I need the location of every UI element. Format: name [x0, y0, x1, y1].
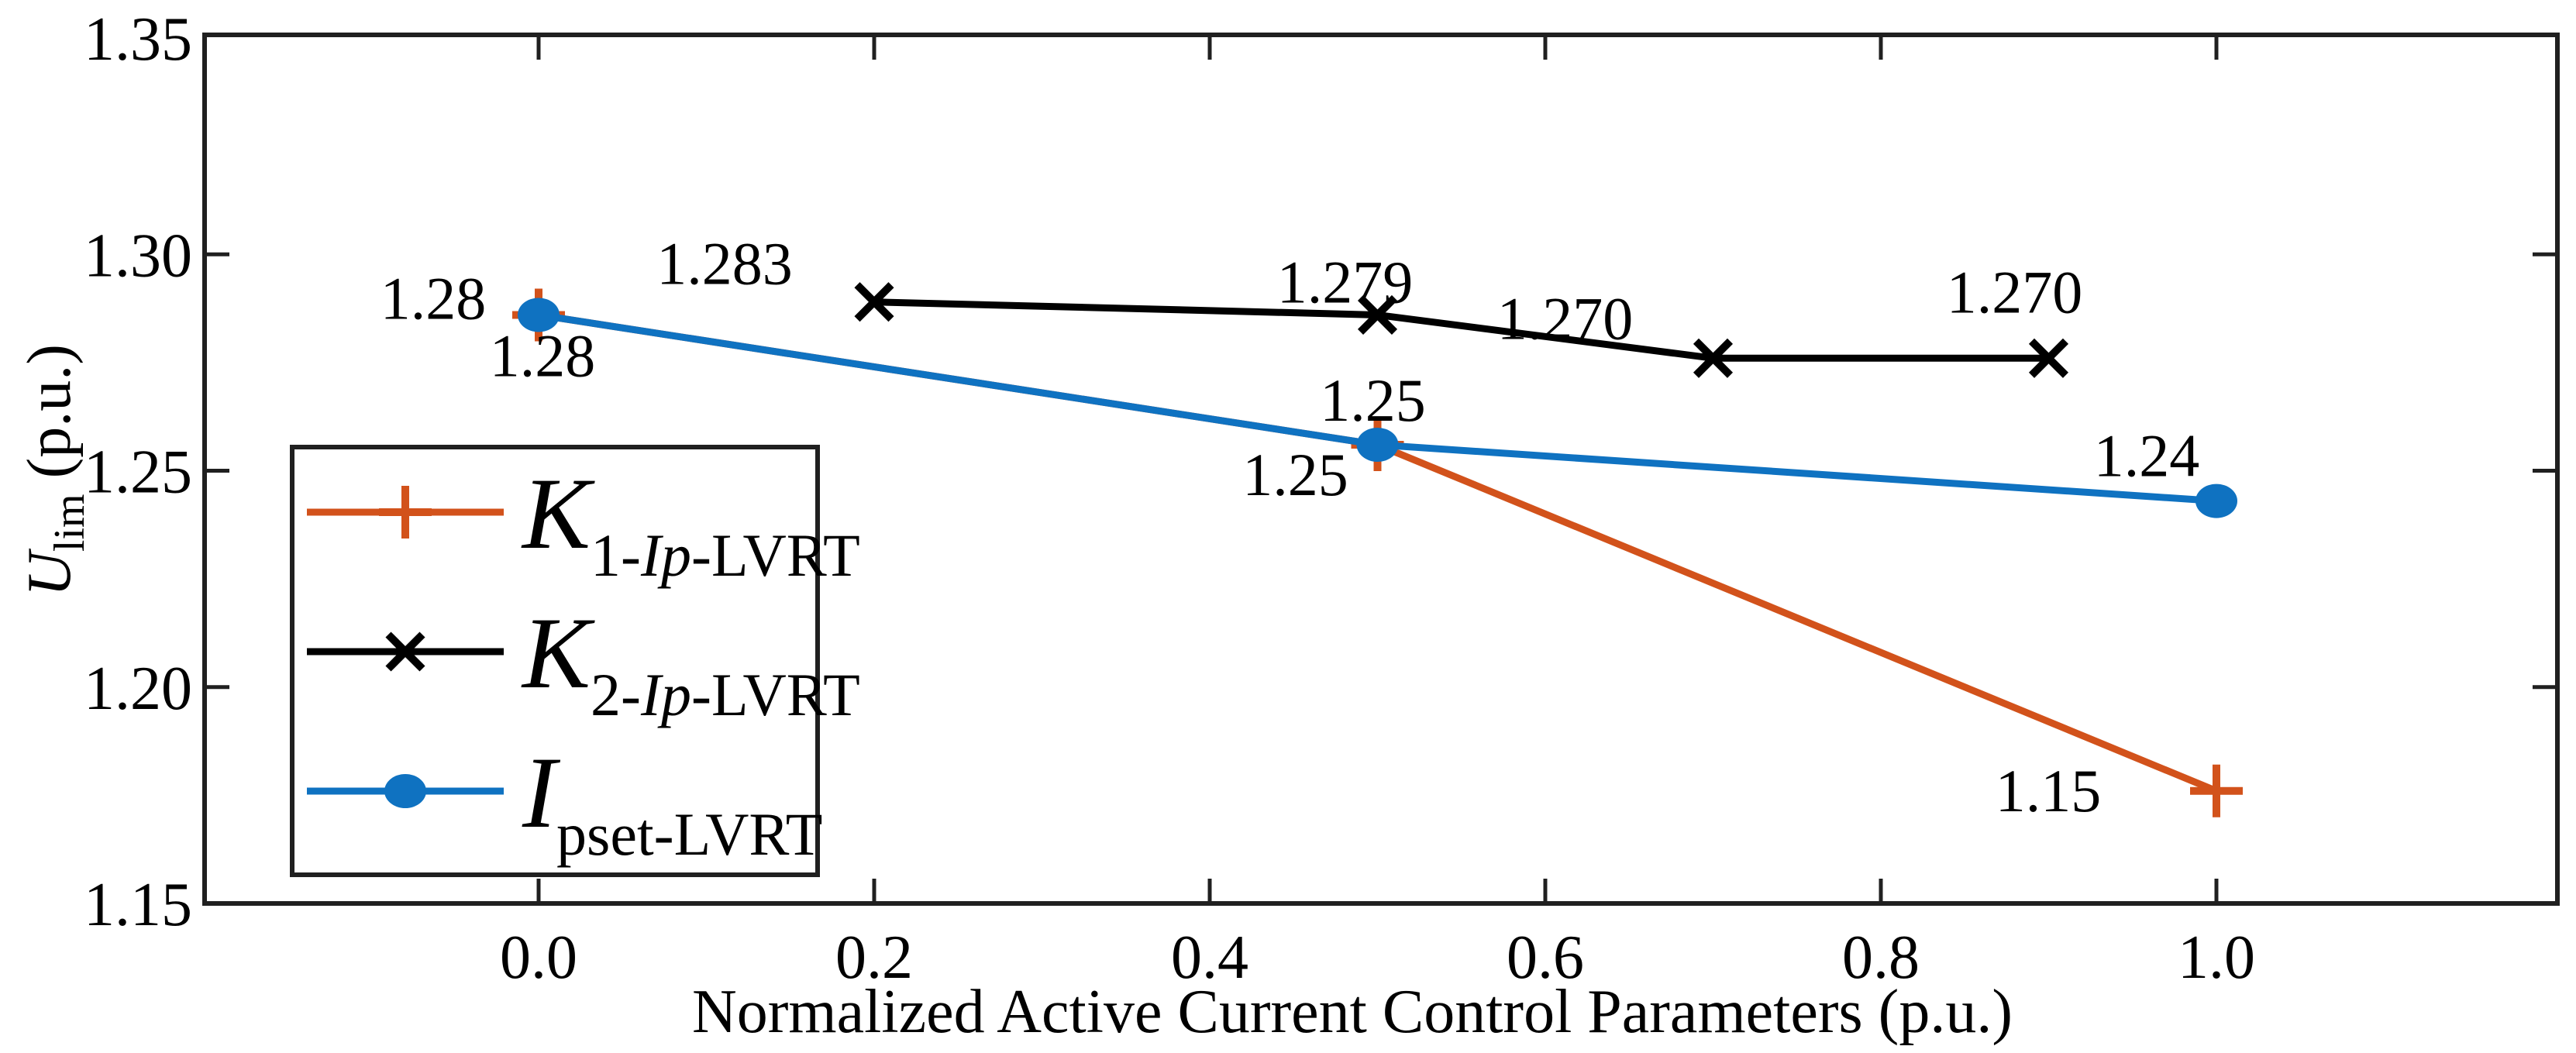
legend-label-sub: 2- — [591, 661, 641, 728]
data-label-K1-Ip-LVRT: 1.15 — [1996, 757, 2102, 824]
x-marker — [1693, 338, 1734, 378]
dot-marker — [2195, 483, 2237, 518]
data-label-K2-Ip-LVRT: 1.279 — [1277, 248, 1414, 315]
data-labels-layer: 1.28 1.25 1.15 1.283 1.279 1.270 1.270 1.28 1.25… — [381, 230, 2200, 824]
y-tick-label: 1.15 — [84, 871, 192, 939]
x-tick-label: 0.2 — [835, 924, 913, 992]
legend-label-sub: 1- — [591, 521, 641, 589]
legend-label: K2-Ip-LVRT — [521, 596, 860, 728]
legend-label-sub: Ip — [640, 521, 691, 589]
x-axis-title: Normalized Active Current Control Parame… — [692, 978, 2013, 1046]
y-axis-title-part: U — [15, 548, 84, 597]
data-label-K1-Ip-LVRT: 1.25 — [1242, 441, 1348, 508]
data-label-K2-Ip-LVRT: 1.270 — [1497, 284, 1634, 352]
legend-box — [290, 445, 820, 877]
data-label-Ipset-LVRT: 1.25 — [1320, 366, 1426, 434]
x-tick-label: 0.6 — [1507, 924, 1584, 992]
legend-label-main: K — [521, 596, 595, 710]
series-layer — [512, 282, 2243, 817]
legend-label-sub: Ip — [640, 661, 691, 728]
axis-ticks — [205, 35, 2557, 903]
data-label-Ipset-LVRT: 1.28 — [381, 264, 487, 332]
x-tick-label: 0.8 — [1842, 924, 1920, 992]
x-tick-label: 0.0 — [500, 924, 577, 992]
y-axis-title-part: (p.u.) — [15, 344, 84, 494]
y-axis-title-part: lim — [46, 494, 94, 552]
data-label-K2-Ip-LVRT: 1.270 — [1947, 258, 2083, 325]
legend-label: Ipset-LVRT — [522, 735, 822, 868]
data-label-K2-Ip-LVRT: 1.283 — [656, 230, 793, 298]
x-marker — [854, 282, 894, 322]
x-tick-labels: 0.0 0.2 0.4 0.6 0.8 1.0 — [500, 924, 2255, 992]
y-tick-label: 1.35 — [84, 5, 192, 74]
x-marker — [385, 631, 425, 672]
legend-label-sub: pset-LVRT — [556, 800, 822, 868]
data-label-K1-Ip-LVRT: 1.28 — [490, 322, 596, 389]
x-tick-label: 1.0 — [2178, 924, 2255, 992]
dot-marker — [518, 298, 560, 332]
y-tick-labels: 1.35 1.30 1.25 1.20 1.15 — [84, 5, 192, 939]
y-tick-label: 1.20 — [84, 655, 192, 723]
legend-label-main: K — [521, 456, 595, 570]
data-label-Ipset-LVRT: 1.24 — [2094, 422, 2200, 490]
legend-label: K1-Ip-LVRT — [521, 456, 860, 589]
x-tick-label: 0.4 — [1171, 924, 1248, 992]
y-tick-label: 1.25 — [84, 439, 192, 507]
y-tick-label: 1.30 — [84, 222, 192, 290]
legend-label-main: I — [522, 735, 561, 849]
y-axis-title: Ulim (p.u.) — [15, 344, 94, 597]
dot-marker — [384, 774, 426, 808]
legend-label-sub: -LVRT — [691, 521, 860, 589]
legend-item-K1-Ip-LVRT: K1-Ip-LVRT — [307, 456, 860, 589]
legend-item-Ipset-LVRT: Ipset-LVRT — [307, 735, 822, 868]
x-marker — [2028, 338, 2069, 378]
series-line-K2-Ip-LVRT — [873, 298, 2049, 362]
dot-marker — [1356, 427, 1399, 462]
x-marker — [1357, 294, 1398, 335]
legend-label-sub: -LVRT — [691, 661, 860, 728]
legend-item-K2-Ip-LVRT: K2-Ip-LVRT — [307, 596, 860, 728]
